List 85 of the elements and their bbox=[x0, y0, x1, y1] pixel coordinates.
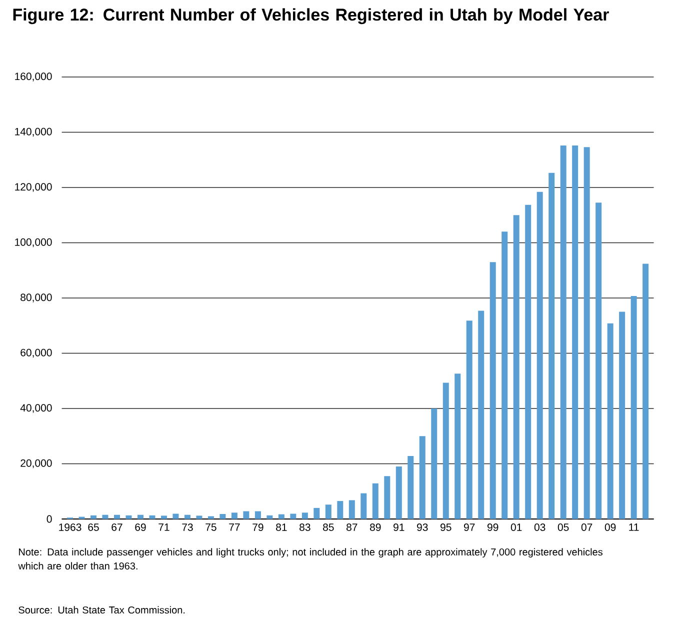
x-tick-label: 81 bbox=[276, 524, 287, 531]
x-tick-label: 05 bbox=[558, 524, 569, 531]
chart-title: Figure 12: Current Number of Vehicles Registered in Utah by Model Year bbox=[13, 8, 609, 24]
bar bbox=[325, 504, 332, 519]
bar bbox=[348, 500, 355, 519]
x-tick-label: 71 bbox=[158, 524, 170, 531]
bar bbox=[408, 456, 414, 519]
x-tick-label: 69 bbox=[135, 524, 146, 531]
x-tick-label: 09 bbox=[604, 524, 616, 531]
x-tick-label: 83 bbox=[300, 524, 310, 531]
bar bbox=[102, 514, 108, 519]
bar bbox=[254, 511, 261, 519]
bar bbox=[137, 514, 144, 519]
bar bbox=[266, 515, 273, 519]
x-tick-label: 03 bbox=[534, 524, 546, 531]
bar bbox=[442, 382, 449, 519]
bar bbox=[90, 515, 96, 519]
y-tick-label: 120,000 bbox=[15, 183, 52, 192]
bar bbox=[302, 512, 308, 519]
bar bbox=[490, 262, 496, 519]
bar bbox=[396, 466, 402, 519]
x-tick-label: 87 bbox=[346, 524, 358, 531]
bar bbox=[160, 516, 167, 519]
bar bbox=[290, 514, 296, 519]
y-tick-label: 80,000 bbox=[20, 294, 52, 302]
bar bbox=[502, 232, 508, 519]
bar bbox=[196, 516, 202, 519]
bar bbox=[560, 146, 566, 519]
bar bbox=[466, 320, 472, 519]
bar bbox=[548, 172, 555, 519]
x-tick-label: 65 bbox=[88, 524, 99, 531]
bar bbox=[149, 515, 156, 519]
x-tick-label: 91 bbox=[394, 524, 404, 531]
bar bbox=[642, 264, 649, 519]
x-tick-label: 95 bbox=[440, 524, 452, 531]
bar bbox=[314, 508, 320, 519]
x-tick-label: 89 bbox=[370, 524, 381, 531]
bar bbox=[243, 511, 250, 519]
bar bbox=[584, 147, 590, 519]
bar bbox=[525, 204, 532, 519]
x-tick-label: 07 bbox=[581, 524, 592, 531]
bar bbox=[208, 516, 214, 519]
bar bbox=[572, 146, 578, 519]
x-tick-label: 97 bbox=[464, 524, 475, 531]
x-tick-label: 77 bbox=[229, 524, 240, 531]
y-tick-label: 20,000 bbox=[20, 459, 52, 468]
y-tick-label: 100,000 bbox=[15, 238, 52, 248]
bar bbox=[220, 514, 226, 519]
bar bbox=[607, 323, 614, 519]
x-tick-label: 67 bbox=[112, 524, 122, 531]
x-tick-label: 79 bbox=[252, 524, 264, 531]
y-tick-label: 0 bbox=[46, 515, 52, 523]
bar bbox=[419, 436, 426, 519]
bar bbox=[384, 476, 390, 519]
bar bbox=[278, 514, 284, 519]
bar bbox=[360, 493, 367, 519]
x-tick-label: 11 bbox=[629, 524, 639, 531]
bar bbox=[114, 514, 120, 519]
bar bbox=[231, 512, 238, 519]
bar bbox=[513, 215, 520, 519]
x-tick-label: 85 bbox=[323, 524, 334, 531]
y-tick-label: 160,000 bbox=[15, 72, 52, 82]
bar bbox=[184, 514, 190, 519]
bar bbox=[619, 312, 626, 519]
y-tick-label: 140,000 bbox=[15, 128, 52, 137]
x-tick-label: 93 bbox=[417, 524, 428, 531]
text: Note: Data include passenger vehicles and light trucks only; not included in the graph are approximately 7,000 registered vehicles which are older than 1963. bbox=[18, 548, 602, 570]
y-tick-label: 60,000 bbox=[20, 348, 52, 358]
bar bbox=[337, 501, 344, 519]
x-tick-label: 73 bbox=[182, 524, 193, 531]
x-tick-label: 75 bbox=[206, 524, 216, 531]
y-tick-label: 40,000 bbox=[20, 404, 52, 413]
bar bbox=[454, 374, 461, 519]
bar bbox=[126, 515, 132, 519]
x-tick-label: 01 bbox=[510, 524, 522, 531]
bar bbox=[478, 310, 484, 519]
source-note: Source: Utah State Tax Commission. bbox=[18, 606, 185, 614]
x-tick-label: 1963 bbox=[59, 524, 82, 531]
bar bbox=[596, 202, 602, 519]
bar bbox=[536, 192, 543, 519]
bar bbox=[630, 296, 637, 519]
bar bbox=[431, 408, 438, 519]
bar bbox=[372, 483, 378, 519]
bar bbox=[172, 514, 179, 519]
x-tick-label: 99 bbox=[488, 524, 498, 531]
